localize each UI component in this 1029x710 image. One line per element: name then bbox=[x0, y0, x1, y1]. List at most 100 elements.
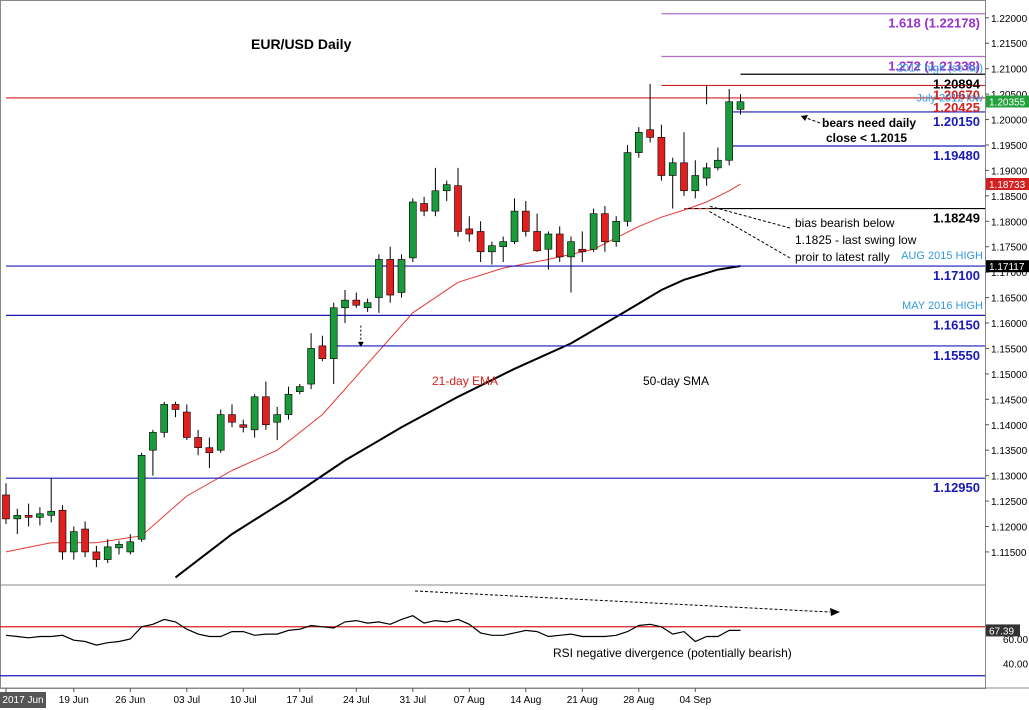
candle-body bbox=[239, 424, 248, 428]
candle-body bbox=[510, 210, 519, 242]
candle-body bbox=[521, 210, 530, 232]
level-value-label: 1.18249 bbox=[933, 211, 980, 226]
rsi-annotation: RSI negative divergence (potentially bea… bbox=[553, 646, 792, 660]
rsi-last-tag bbox=[986, 624, 1020, 637]
price-tick-label: 1.12500 bbox=[991, 497, 1028, 508]
price-tick-label: 1.19500 bbox=[991, 141, 1028, 152]
level-value-label: 1.20894 bbox=[933, 76, 981, 91]
price-tag-label: 1.20355 bbox=[989, 97, 1026, 108]
ema-label: 21-day EMA bbox=[432, 374, 498, 388]
candle-body bbox=[544, 233, 553, 250]
candle-body bbox=[702, 167, 711, 179]
moving-averages-layer bbox=[5, 183, 741, 579]
candle-body bbox=[13, 515, 22, 520]
candle-body bbox=[578, 248, 587, 253]
candle-body bbox=[36, 513, 44, 518]
price-tick-label: 1.16000 bbox=[991, 319, 1028, 330]
candle-body bbox=[318, 345, 327, 359]
candle-body bbox=[103, 546, 112, 560]
price-tag bbox=[986, 260, 1029, 273]
candle-body bbox=[465, 228, 474, 235]
candle-body bbox=[137, 454, 146, 540]
candle-body bbox=[714, 159, 722, 169]
annotation-text: bears need daily bbox=[822, 116, 916, 130]
level-value-label: 1.272 (1.21338) bbox=[888, 58, 980, 73]
candle-body bbox=[431, 190, 440, 212]
price-tick-label: 1.13500 bbox=[991, 446, 1028, 457]
candle-body bbox=[205, 447, 214, 454]
level-value-label: 1.17100 bbox=[933, 268, 980, 283]
candle-body bbox=[295, 386, 304, 392]
date-tick-label: 26 Jun bbox=[115, 695, 145, 706]
annotation-arrow bbox=[708, 210, 791, 259]
ema21-line bbox=[5, 183, 741, 553]
candle-body bbox=[194, 437, 202, 448]
annotation-arrowhead bbox=[801, 115, 808, 121]
candle-body bbox=[81, 528, 89, 553]
date-tick-label: 24 Jul bbox=[343, 695, 370, 706]
candle-body bbox=[476, 231, 485, 253]
price-tag bbox=[986, 95, 1029, 108]
candle-body bbox=[273, 414, 282, 423]
candle-body bbox=[736, 101, 745, 110]
date-tick-label: 17 Jul bbox=[286, 695, 313, 706]
candle-body bbox=[250, 396, 259, 431]
candle-body bbox=[126, 541, 135, 553]
annotation-text: proir to latest rally bbox=[795, 250, 890, 264]
levels-layer bbox=[6, 13, 985, 479]
candle-body bbox=[307, 348, 315, 385]
date-tick-label: 04 Sep bbox=[679, 695, 711, 706]
rsi-panel: 60.00 40.00 67.39 RSI negative divergence (… bbox=[0, 590, 1028, 677]
candle-body bbox=[171, 404, 180, 410]
price-tick-label: 1.12000 bbox=[991, 523, 1028, 534]
price-tick-label: 1.22000 bbox=[991, 14, 1028, 25]
annotation-arrow bbox=[708, 205, 791, 229]
price-tick-label: 1.17000 bbox=[991, 268, 1028, 279]
candle-body bbox=[363, 302, 372, 309]
price-tick-label: 1.14000 bbox=[991, 421, 1028, 432]
annotation-arrowhead bbox=[357, 341, 364, 347]
candle-body bbox=[160, 404, 168, 433]
candle-body bbox=[216, 414, 225, 451]
level-value-label: 1.16150 bbox=[933, 317, 980, 332]
candle-body bbox=[488, 245, 496, 253]
candle-body bbox=[352, 299, 361, 306]
rsi-line bbox=[5, 615, 741, 646]
date-tick-label: 19 Jun bbox=[59, 695, 89, 706]
candle-body bbox=[601, 213, 609, 242]
candle-body bbox=[375, 259, 383, 298]
candle-body bbox=[634, 131, 643, 153]
level-descriptor: July 2012 low bbox=[916, 92, 983, 104]
annotation-text: close < 1.2015 bbox=[826, 131, 907, 145]
candle-body bbox=[567, 241, 575, 258]
candle-body bbox=[454, 185, 462, 232]
candle-body bbox=[70, 531, 78, 553]
candle-body bbox=[668, 162, 677, 176]
price-tick-label: 1.21500 bbox=[991, 39, 1028, 50]
price-tick-label: 1.19000 bbox=[991, 166, 1028, 177]
candle-body bbox=[725, 101, 734, 161]
price-tick-label: 1.15000 bbox=[991, 370, 1028, 381]
price-tag bbox=[986, 177, 1029, 190]
level-value-label: 1.20150 bbox=[933, 114, 980, 129]
price-tick-label: 1.17500 bbox=[991, 243, 1028, 254]
candle-body bbox=[58, 509, 67, 553]
level-descriptor: AUG 2015 HIGH bbox=[901, 250, 983, 262]
price-tag-label: 1.18733 bbox=[989, 180, 1026, 191]
price-tick-label: 1.13000 bbox=[991, 472, 1028, 483]
price-tick-label: 1.18500 bbox=[991, 192, 1028, 203]
sma-label: 50-day SMA bbox=[643, 374, 709, 388]
candle-body bbox=[499, 241, 508, 248]
date-tick-label: 10 Jul bbox=[230, 695, 257, 706]
level-value-label: 1.15550 bbox=[933, 348, 980, 363]
price-tick-label: 1.18000 bbox=[991, 217, 1028, 228]
candle-body bbox=[47, 510, 56, 516]
candle-body bbox=[533, 231, 541, 252]
date-tick-label: 21 Aug bbox=[567, 695, 598, 706]
candle-body bbox=[646, 129, 654, 138]
rsi-last-label: 67.39 bbox=[989, 626, 1014, 637]
divergence-line bbox=[414, 590, 831, 613]
annotation-text: bias bearish below bbox=[795, 216, 895, 230]
candle-body bbox=[589, 213, 598, 250]
